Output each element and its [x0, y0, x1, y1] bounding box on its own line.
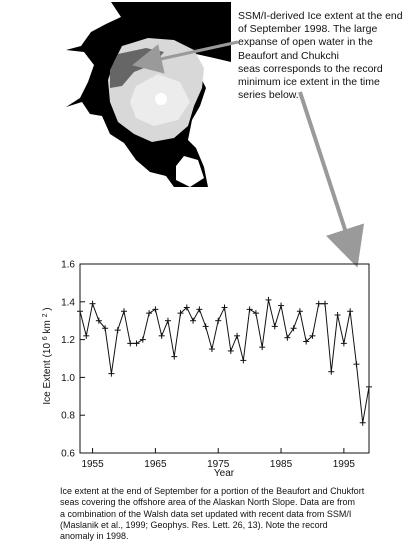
- data-point-marker: [77, 308, 83, 315]
- data-point-marker: [89, 300, 96, 307]
- data-point-marker: [259, 344, 266, 351]
- data-point-marker: [227, 347, 234, 354]
- data-point-marker: [347, 308, 354, 315]
- data-point-marker: [152, 306, 159, 313]
- data-point-marker: [284, 334, 291, 341]
- pole-hole: [155, 93, 167, 105]
- data-point-marker: [334, 312, 341, 319]
- data-point-marker: [290, 325, 297, 332]
- y-label-exp1: 6: [42, 336, 49, 340]
- figure-caption: Ice extent at the end of September for a…: [60, 486, 365, 542]
- data-point-marker: [234, 332, 241, 339]
- data-point-marker: [309, 332, 316, 339]
- land-bottom-right-islands: [176, 156, 204, 187]
- land-upper-left-chunk: [66, 50, 94, 107]
- data-point-marker: [95, 317, 102, 324]
- data-point-marker: [133, 340, 140, 347]
- data-point-marker: [296, 308, 303, 315]
- data-point-marker: [190, 317, 197, 324]
- land-right-side: [188, 54, 231, 187]
- data-point-marker: [215, 317, 222, 324]
- map-annotation: SSM/I-derived Ice extent at the end of S…: [238, 10, 403, 102]
- data-point-marker: [114, 327, 121, 334]
- series-group: [77, 296, 372, 426]
- y-tick-label: 1.4: [61, 297, 75, 308]
- data-point-marker: [353, 361, 360, 368]
- data-point-marker: [196, 306, 203, 313]
- x-tick-label: 1985: [270, 459, 293, 470]
- data-point-marker: [120, 308, 127, 315]
- data-point-marker: [177, 310, 184, 317]
- data-point-marker: [208, 346, 215, 353]
- data-point-marker: [164, 317, 171, 324]
- x-tick-label: 1975: [207, 459, 230, 470]
- data-point-marker: [102, 325, 109, 332]
- y-axis-label: Ice Extent (10 6 km 2 ): [42, 307, 54, 404]
- x-tick-label: 1955: [81, 459, 104, 470]
- y-label-end: ): [42, 307, 53, 310]
- arctic-map-image: [66, 2, 231, 187]
- data-point-marker: [322, 300, 329, 307]
- data-point-marker: [315, 300, 322, 307]
- sea-ice-map: [66, 2, 231, 187]
- chart-arrow: [298, 91, 365, 268]
- data-point-marker: [202, 323, 209, 330]
- x-axis-label: Year: [214, 468, 235, 479]
- data-point-marker: [146, 310, 153, 317]
- x-tick-label: 1995: [333, 459, 356, 470]
- map-arrow: [132, 40, 239, 74]
- y-tick-label: 1.2: [61, 335, 75, 346]
- data-point-marker: [171, 353, 178, 360]
- data-point-marker: [278, 302, 285, 309]
- data-point-marker: [366, 383, 372, 390]
- y-label-exp2: 2: [42, 313, 49, 317]
- data-point-marker: [108, 370, 115, 377]
- y-axis: 0.6 0.8 1.0 1.2 1.4 1.6: [61, 260, 85, 460]
- land-left-mainland: [66, 102, 174, 187]
- data-point-marker: [359, 419, 366, 426]
- land-top-left: [66, 2, 121, 50]
- ice-extent-line: [79, 299, 370, 423]
- y-label-mid: km: [42, 320, 53, 333]
- data-point-marker: [127, 340, 134, 347]
- y-label-main: Ice Extent (10: [42, 343, 53, 405]
- data-point-marker: [83, 332, 90, 339]
- data-point-marker: [183, 304, 190, 311]
- plot-frame: [79, 263, 370, 454]
- data-point-marker: [139, 336, 146, 343]
- y-tick-label: 1.0: [61, 373, 75, 384]
- y-tick-label: 0.8: [61, 411, 75, 422]
- data-point-marker: [265, 296, 272, 303]
- data-point-marker: [303, 338, 310, 345]
- y-tick-label: 0.6: [61, 449, 75, 460]
- y-tick-label: 1.6: [61, 260, 75, 271]
- x-tick-label: 1965: [144, 459, 167, 470]
- data-point-marker: [221, 304, 228, 311]
- data-point-marker: [240, 357, 247, 364]
- data-point-marker: [252, 310, 259, 317]
- data-point-marker: [340, 340, 347, 347]
- x-axis: 1955 1965 1975 1985 1995: [81, 448, 355, 470]
- data-point-marker: [158, 332, 165, 339]
- data-point-marker: [246, 306, 253, 313]
- data-point-marker: [328, 368, 335, 375]
- data-point-marker: [271, 323, 278, 330]
